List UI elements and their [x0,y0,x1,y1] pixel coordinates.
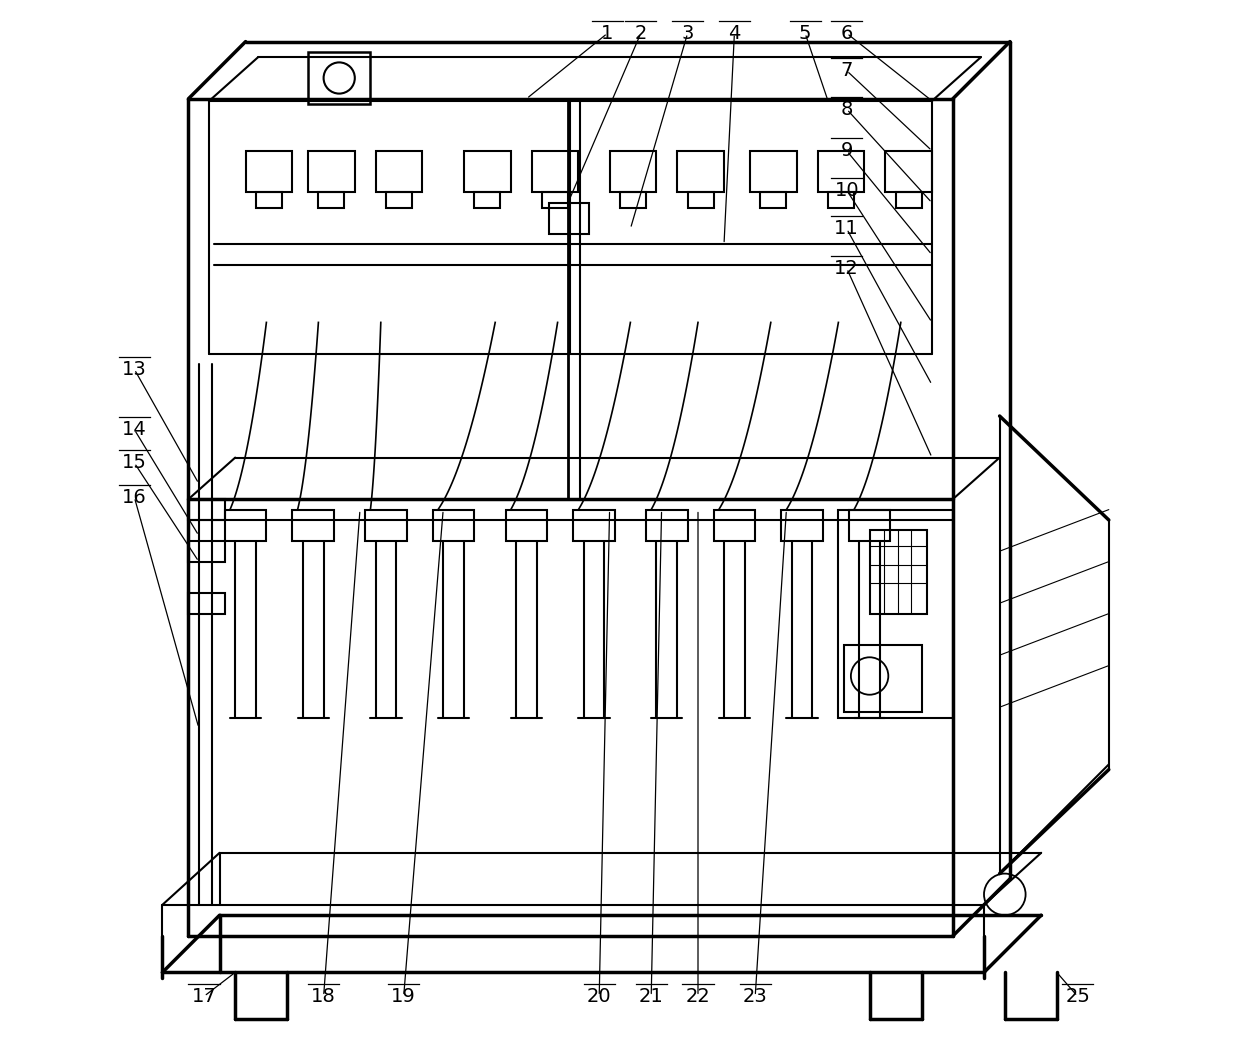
Text: 15: 15 [122,453,146,472]
Bar [188,499,224,520]
Bar [885,151,932,192]
Bar [817,151,864,192]
Text: 9: 9 [841,141,853,160]
Text: 11: 11 [835,219,859,238]
Bar [610,151,656,192]
Text: 20: 20 [587,987,611,1006]
Bar [246,151,293,192]
Text: 10: 10 [835,181,859,200]
Bar [293,510,334,541]
Text: 25: 25 [1065,987,1090,1006]
Text: 18: 18 [311,987,336,1006]
Bar [506,510,547,541]
Bar [188,541,224,562]
Text: 21: 21 [639,987,663,1006]
Text: 2: 2 [635,24,647,43]
Bar [750,151,797,192]
Bar [573,510,615,541]
Bar [646,510,688,541]
Text: 3: 3 [682,24,694,43]
Bar [843,645,921,712]
Bar [433,510,475,541]
Bar [713,510,755,541]
Bar [188,593,224,614]
Bar [386,192,412,208]
Bar [475,192,501,208]
Bar [366,510,407,541]
Bar [677,151,724,192]
Bar [849,510,890,541]
Text: 5: 5 [799,24,811,43]
Bar [760,192,786,208]
Bar [224,510,267,541]
Text: 7: 7 [841,61,853,80]
Bar [319,192,345,208]
Bar [376,151,423,192]
Text: 12: 12 [835,259,859,278]
Text: 8: 8 [841,100,853,119]
Bar [620,192,646,208]
Text: 22: 22 [686,987,711,1006]
Text: 23: 23 [743,987,768,1006]
Bar [781,510,823,541]
Text: 6: 6 [841,24,853,43]
Bar [542,192,568,208]
Text: 19: 19 [392,987,417,1006]
Bar [255,192,281,208]
Bar [869,530,926,614]
Bar [838,510,952,718]
Bar [464,151,511,192]
Text: 13: 13 [122,360,146,379]
Text: 14: 14 [122,420,146,439]
Bar [308,151,355,192]
Bar [895,192,921,208]
Bar [308,52,371,104]
Text: 16: 16 [122,488,146,506]
Bar [828,192,854,208]
Text: 4: 4 [728,24,740,43]
Text: 17: 17 [192,987,216,1006]
Bar [688,192,713,208]
Bar [532,151,578,192]
Bar [549,203,589,234]
Text: 1: 1 [601,24,614,43]
